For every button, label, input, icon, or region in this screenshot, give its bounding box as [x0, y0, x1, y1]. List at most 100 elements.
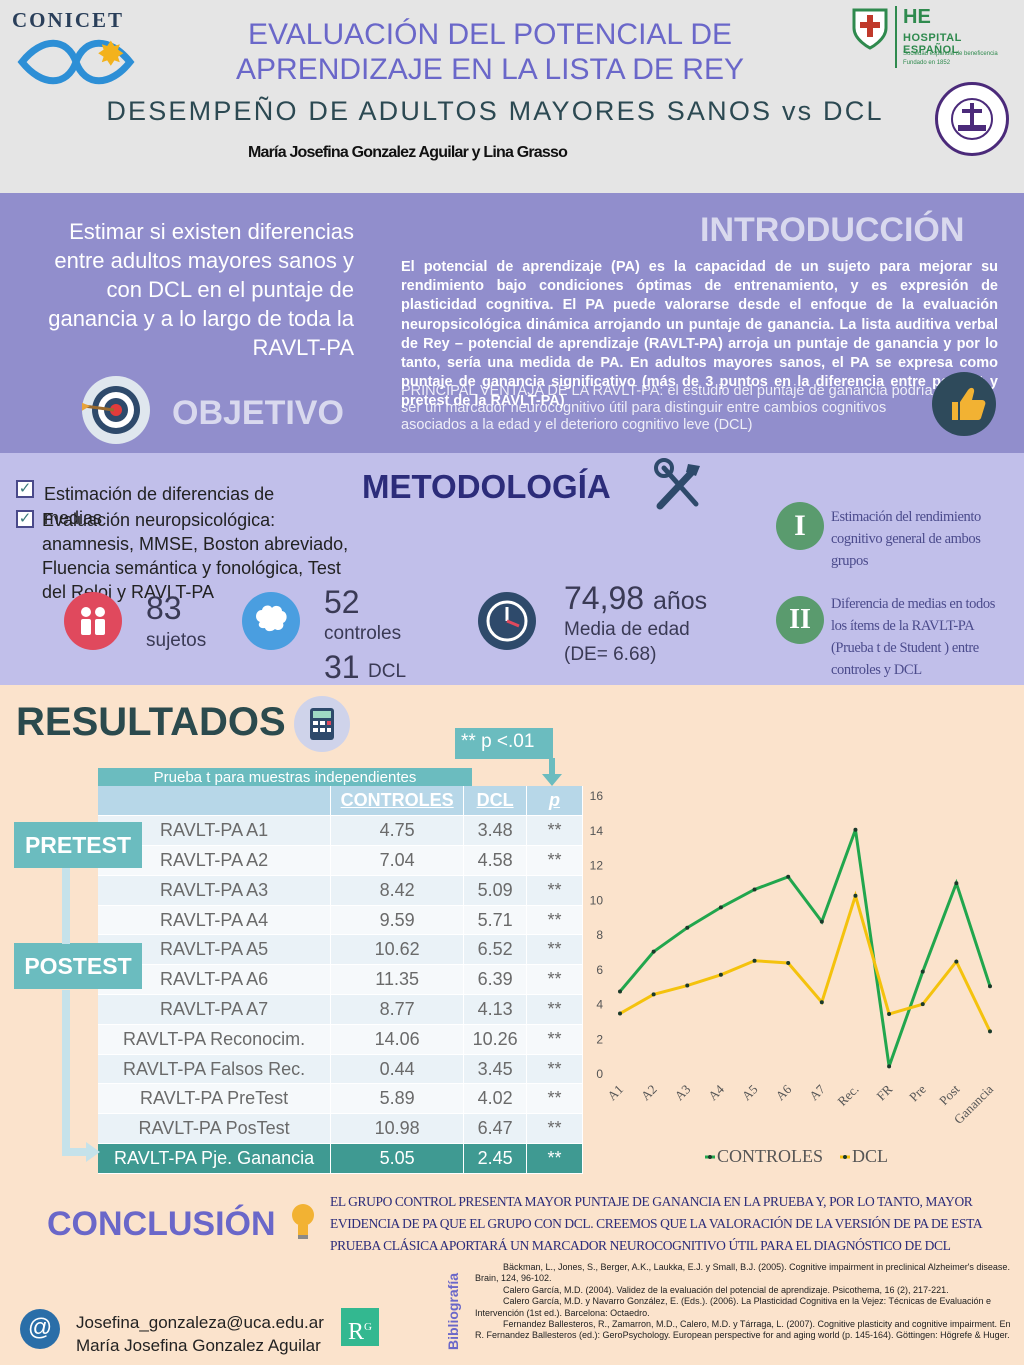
calculator-icon [294, 696, 350, 752]
authors: María Josefina Gonzalez Aguilar y Lina G… [248, 144, 568, 161]
poster-title-line1: EVALUACIÓN DEL POTENCIAL DE [247, 18, 732, 51]
lightbulb-icon [288, 1200, 318, 1244]
table-row: RAVLT-PA Falsos Rec. 0.44 3.45 ** [98, 1054, 583, 1085]
researchgate-icon[interactable]: RG [341, 1308, 379, 1346]
hospital-shield-icon [852, 8, 888, 50]
header-controls: CONTROLES [330, 786, 465, 817]
x-tick-label: Pre [906, 1081, 929, 1104]
subjects-count: 83 [146, 590, 182, 626]
x-tick-label: A6 [772, 1081, 794, 1103]
people-icon [64, 592, 122, 650]
legend-label: DCL [852, 1146, 888, 1166]
poster-title-line2: APRENDIZAJE EN LA LISTA DE REY [236, 53, 744, 86]
poster-subtitle: DESEMPEÑO DE ADULTOS MAYORES SANOS vs DC… [106, 96, 884, 126]
cell-p: ** [526, 964, 583, 996]
cell-controles: 5.05 [330, 1143, 465, 1174]
data-point [651, 949, 656, 954]
bibliography-ref: Calero García, M.D. y Navarro González, … [475, 1296, 992, 1318]
data-point [887, 1012, 892, 1017]
rg-sup: G [364, 1321, 372, 1333]
cell-p: ** [526, 815, 583, 847]
cell-controles: 5.89 [330, 1083, 465, 1115]
cell-label: RAVLT-PA Reconocim. [98, 1024, 332, 1055]
step-1-numeral: I [794, 509, 806, 542]
age-sd: (DE= 6.68) [564, 644, 657, 665]
conclusion-text: EL GRUPO CONTROL PRESENTA MAYOR PUNTAJE … [330, 1194, 982, 1253]
table-caption: Prueba t para muestras independientes [98, 768, 472, 788]
table-row: RAVLT-PA PosTest 10.98 6.47 ** [98, 1113, 583, 1145]
data-point [718, 905, 723, 910]
cell-label: RAVLT-PA A7 [98, 994, 332, 1025]
intro-title: INTRODUCCIÓN [700, 211, 965, 249]
postest-tag: POSTEST [14, 943, 142, 989]
cell-label: RAVLT-PA A4 [98, 905, 332, 936]
data-point [752, 887, 757, 892]
dcl-label: DCL [368, 661, 407, 682]
step-2-badge: II [776, 596, 824, 644]
age-label: Media de edad [564, 619, 690, 640]
data-point [887, 1064, 892, 1069]
data-point [954, 881, 959, 886]
cell-dcl: 6.47 [463, 1113, 528, 1145]
data-point [988, 1029, 992, 1034]
y-tick-label: 16 [590, 789, 604, 803]
cell-label: RAVLT-PA A3 [98, 875, 332, 906]
cell-dcl: 4.13 [463, 994, 528, 1025]
contact-email[interactable]: Josefina_gonzaleza@uca.edu.ar [76, 1313, 324, 1332]
cell-p: ** [526, 1054, 583, 1085]
series-line-dcl [619, 890, 992, 1033]
y-tick-label: 0 [596, 1067, 603, 1081]
y-tick-label: 2 [596, 1032, 603, 1046]
cell-dcl: 4.58 [463, 845, 528, 876]
hospital-sub1: Sociedad española de beneficencia [903, 51, 998, 57]
cell-p: ** [526, 845, 583, 876]
cell-controles: 8.42 [330, 875, 465, 906]
table-row: RAVLT-PA A2 7.04 4.58 ** [98, 845, 583, 876]
cell-controles: 8.77 [330, 994, 465, 1025]
data-point [685, 983, 690, 988]
y-tick-label: 10 [590, 893, 604, 907]
cell-p: ** [526, 994, 583, 1025]
data-point [651, 992, 656, 997]
legend-marker [843, 1155, 847, 1159]
cell-label: RAVLT-PA PosTest [98, 1113, 332, 1145]
data-point [853, 893, 858, 898]
y-tick-label: 4 [596, 998, 603, 1012]
objective-intro-section [0, 193, 1024, 453]
method-item-1: Estimación de diferencias de medias [44, 484, 275, 528]
intro-advantage-text: PRINCIPAL VENTAJA DE LA RAVLT-PA: el est… [401, 383, 933, 433]
y-tick-label: 14 [590, 824, 604, 838]
table-header-row: CONTROLES DCL p [98, 786, 583, 817]
conicet-logo: CONICET [12, 8, 140, 88]
x-tick-label: A1 [604, 1082, 626, 1104]
legend-marker [708, 1155, 712, 1159]
bibliography-ref: Fernandez Ballesteros, R., Zamarron, M.D… [475, 1319, 1011, 1341]
table-row: RAVLT-PA A7 8.77 4.13 ** [98, 994, 583, 1025]
thumbs-up-icon [932, 372, 996, 436]
controls-count: 52 [324, 584, 360, 620]
x-tick-label: A3 [672, 1082, 694, 1104]
data-point [819, 1000, 824, 1005]
cell-dcl: 5.09 [463, 875, 528, 906]
cell-dcl: 6.52 [463, 934, 528, 966]
hospital-abbr: HE [903, 6, 931, 28]
step-1-badge: I [776, 502, 824, 550]
table-row: RAVLT-PA A1 4.75 3.48 ** [98, 815, 583, 847]
data-point [954, 959, 959, 964]
step-2-text: Diferencia de medias en todos los ítems … [831, 596, 995, 678]
y-tick-label: 6 [596, 963, 603, 977]
x-tick-label: FR [873, 1081, 895, 1103]
p-value-note: ** p <.01 [455, 728, 553, 759]
data-point [819, 919, 824, 924]
cell-controles: 9.59 [330, 905, 465, 936]
step-1-text: Estimación del rendimiento cognitivo gen… [831, 509, 981, 569]
checkbox-icon: ✓ [16, 510, 34, 528]
uca-seal-logo [935, 82, 1009, 156]
checkbox-icon: ✓ [16, 480, 34, 498]
header-p: p [526, 786, 583, 817]
p-note-arrow [542, 758, 562, 786]
table-row: RAVLT-PA Pje. Ganancia 5.05 2.45 ** [98, 1143, 583, 1174]
x-tick-label: Rec. [834, 1082, 861, 1109]
table-row: RAVLT-PA A6 11.35 6.39 ** [98, 964, 583, 996]
table-row: RAVLT-PA PreTest 5.89 4.02 ** [98, 1083, 583, 1115]
